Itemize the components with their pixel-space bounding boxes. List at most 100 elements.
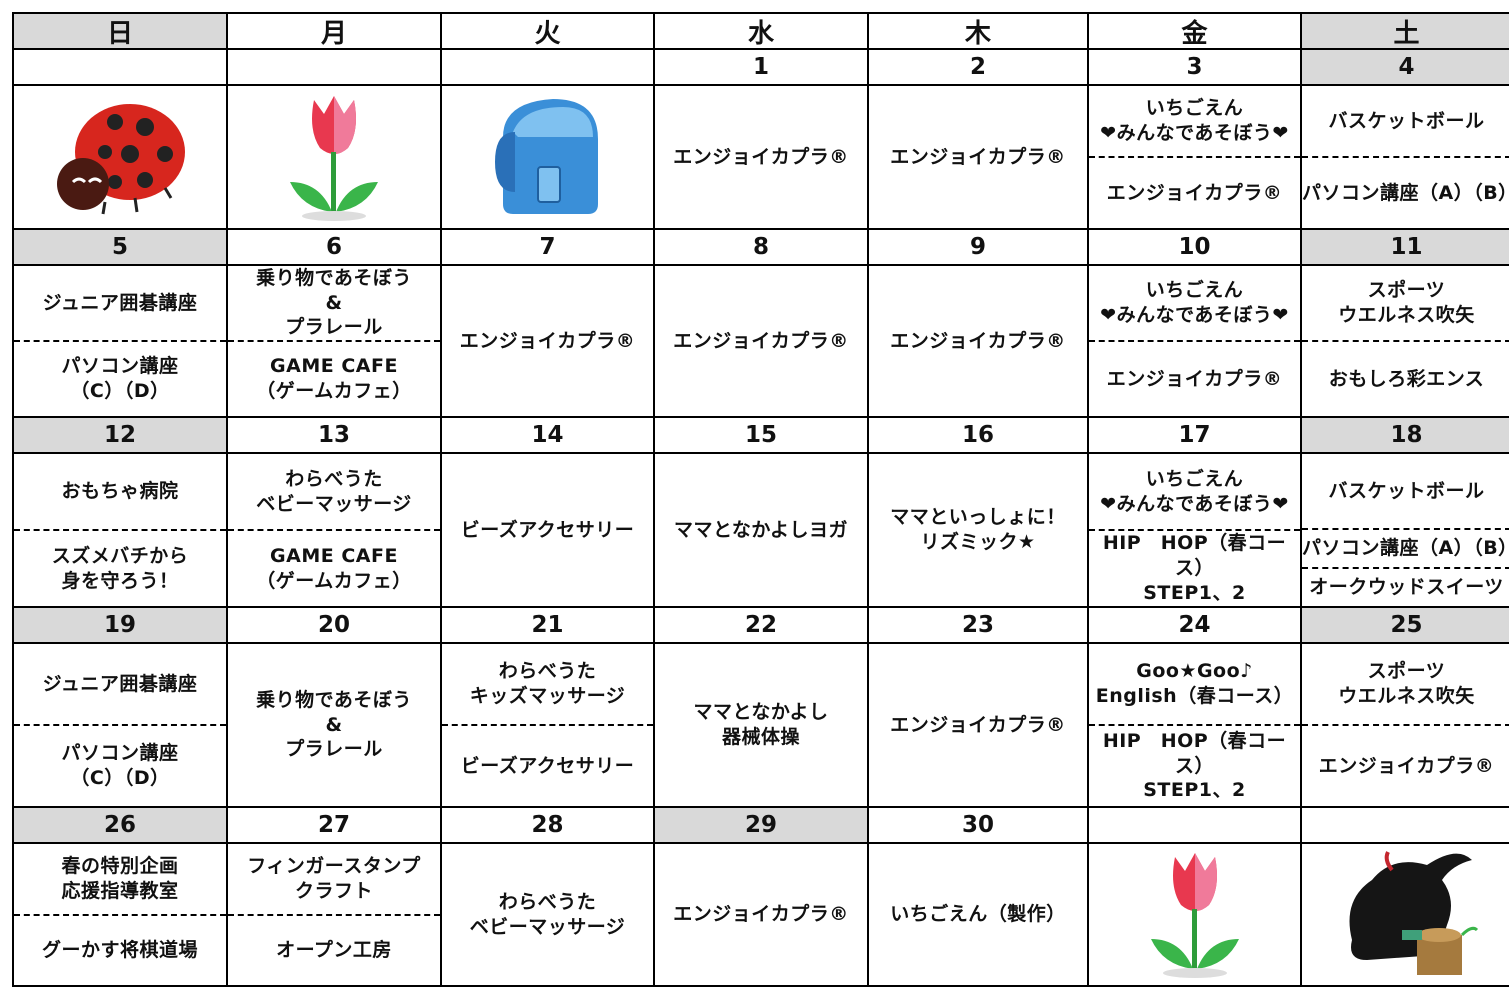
date-cell: 15 xyxy=(653,416,869,454)
day-cell xyxy=(226,84,442,230)
day-cell: いちごえん ❤みんなであそぼう❤ HIP HOP（春コース） STEP1、2 xyxy=(1087,452,1302,608)
date-cell: 11 xyxy=(1300,228,1509,266)
event: ママとなかよしヨガ xyxy=(674,518,848,541)
day-cell: エンジョイカプラ® xyxy=(867,642,1089,808)
event: エンジョイカプラ® xyxy=(673,329,849,352)
event: ビーズアクセサリー xyxy=(442,724,653,806)
date-cell: 8 xyxy=(653,228,869,266)
day-cell xyxy=(12,84,228,230)
day-cell xyxy=(1300,842,1509,987)
event: エンジョイカプラ® xyxy=(459,329,636,352)
day-cell: バスケットボールパソコン講座（A）（B） xyxy=(1300,84,1509,230)
day-cell: おもちゃ病院 スズメバチから 身を守ろう！ xyxy=(12,452,228,608)
date-cell: 20 xyxy=(226,606,442,644)
date-cell: 26 xyxy=(12,806,228,844)
date-cell xyxy=(1087,806,1302,844)
day-cell: ジュニア囲碁講座パソコン講座 （C）（D） xyxy=(12,642,228,808)
illustration xyxy=(1349,850,1478,975)
day-cell: バスケットボールパソコン講座（A）（B） オークウッドスイーツ xyxy=(1300,452,1509,608)
event: エンジョイカプラ® xyxy=(673,145,849,168)
event: バスケットボール xyxy=(1328,109,1485,132)
event: ママとなかよし 器械体操 xyxy=(693,701,829,748)
day-cell: エンジョイカプラ® xyxy=(867,84,1089,230)
event: HIP HOP（春コース） STEP1、2 xyxy=(1089,724,1300,806)
date-cell: 30 xyxy=(867,806,1089,844)
date-cell: 19 xyxy=(12,606,228,644)
event: オークウッドスイーツ xyxy=(1302,567,1509,606)
event: おもちゃ病院 xyxy=(61,480,179,503)
event: GAME CAFE （ゲームカフェ） xyxy=(228,340,440,416)
event: HIP HOP（春コース） STEP1、2 xyxy=(1089,529,1300,606)
event: いちごえん ❤みんなであそぼう❤ xyxy=(1100,279,1289,326)
event: Goo★Goo♪ English（春コース） xyxy=(1095,660,1294,707)
event: パソコン講座 （C）（D） xyxy=(14,340,226,416)
event: わらべうた キッズマッサージ xyxy=(469,660,626,707)
event: パソコン講座 （C）（D） xyxy=(14,724,226,806)
event: エンジョイカプラ® xyxy=(890,145,1066,168)
illustration xyxy=(494,99,598,214)
day-cell: エンジョイカプラ® xyxy=(867,264,1089,418)
day-cell: エンジョイカプラ® xyxy=(653,84,869,230)
event: わらべうた ベビーマッサージ xyxy=(256,467,412,515)
date-cell: 1 xyxy=(653,48,869,86)
date-cell: 18 xyxy=(1300,416,1509,454)
event: バスケットボール xyxy=(1328,479,1485,502)
day-cell: わらべうた ベビーマッサージ xyxy=(440,842,655,987)
day-cell: 乗り物であそぼう & プラレール xyxy=(226,642,442,808)
event: スポーツ ウエルネス吹矢 xyxy=(1338,279,1475,326)
event: パソコン講座（A）（B） xyxy=(1302,528,1509,567)
event: ママといっしょに！ リズミック★ xyxy=(890,506,1066,553)
date-cell: 28 xyxy=(440,806,655,844)
event: いちごえん ❤みんなであそぼう❤ xyxy=(1100,97,1289,144)
date-cell: 12 xyxy=(12,416,228,454)
event: ビーズアクセサリー xyxy=(460,518,635,541)
day-header: 月 xyxy=(226,12,442,50)
day-cell: いちごえん（製作） xyxy=(867,842,1089,987)
day-cell: エンジョイカプラ® xyxy=(653,842,869,987)
day-header: 土 xyxy=(1300,12,1509,50)
date-cell: 21 xyxy=(440,606,655,644)
event: 乗り物であそぼう & プラレール xyxy=(256,267,412,339)
date-cell xyxy=(440,48,655,86)
day-cell xyxy=(1087,842,1302,987)
day-cell: エンジョイカプラ® xyxy=(653,264,869,418)
date-cell: 25 xyxy=(1300,606,1509,644)
day-cell: わらべうた ベビーマッサージ GAME CAFE （ゲームカフェ） xyxy=(226,452,442,608)
event: スポーツ ウエルネス吹矢 xyxy=(1338,660,1475,707)
day-header: 木 xyxy=(867,12,1089,50)
day-cell: エンジョイカプラ® xyxy=(440,264,655,418)
date-cell: 16 xyxy=(867,416,1089,454)
event: いちごえん ❤みんなであそぼう❤ xyxy=(1100,467,1289,515)
date-cell: 22 xyxy=(653,606,869,644)
event: わらべうた ベビーマッサージ xyxy=(469,890,626,938)
day-header: 火 xyxy=(440,12,655,50)
event: エンジョイカプラ® xyxy=(890,329,1066,352)
day-cell: フィンガースタンプ クラフトオープン工房 xyxy=(226,842,442,987)
event: エンジョイカプラ® xyxy=(1302,724,1509,806)
event: オープン工房 xyxy=(228,913,440,986)
day-header: 金 xyxy=(1087,12,1302,50)
event: パソコン講座（A）（B） xyxy=(1302,156,1509,228)
day-cell xyxy=(440,84,655,230)
day-cell: ママとなかよし 器械体操 xyxy=(653,642,869,808)
event: 乗り物であそぼう & プラレール xyxy=(256,688,412,761)
date-cell xyxy=(12,48,228,86)
date-cell: 14 xyxy=(440,416,655,454)
date-cell: 27 xyxy=(226,806,442,844)
day-cell: ジュニア囲碁講座 パソコン講座 （C）（D） xyxy=(12,264,228,418)
date-cell: 4 xyxy=(1300,48,1509,86)
illustration xyxy=(290,95,378,221)
date-cell: 17 xyxy=(1087,416,1302,454)
event: ジュニア囲碁講座 xyxy=(42,672,198,695)
date-cell: 2 xyxy=(867,48,1089,86)
date-cell: 24 xyxy=(1087,606,1302,644)
day-cell: ママといっしょに！ リズミック★ xyxy=(867,452,1089,608)
event: エンジョイカプラ® xyxy=(1089,340,1300,416)
event: グーかす将棋道場 xyxy=(14,913,226,986)
day-cell: スポーツ ウエルネス吹矢 おもしろ彩エンス xyxy=(1300,264,1509,418)
day-cell: 春の特別企画 応援指導教室 グーかす将棋道場 xyxy=(12,842,228,987)
event: フィンガースタンプ クラフト xyxy=(247,855,421,902)
illustration xyxy=(57,104,185,215)
date-cell: 29 xyxy=(653,806,869,844)
